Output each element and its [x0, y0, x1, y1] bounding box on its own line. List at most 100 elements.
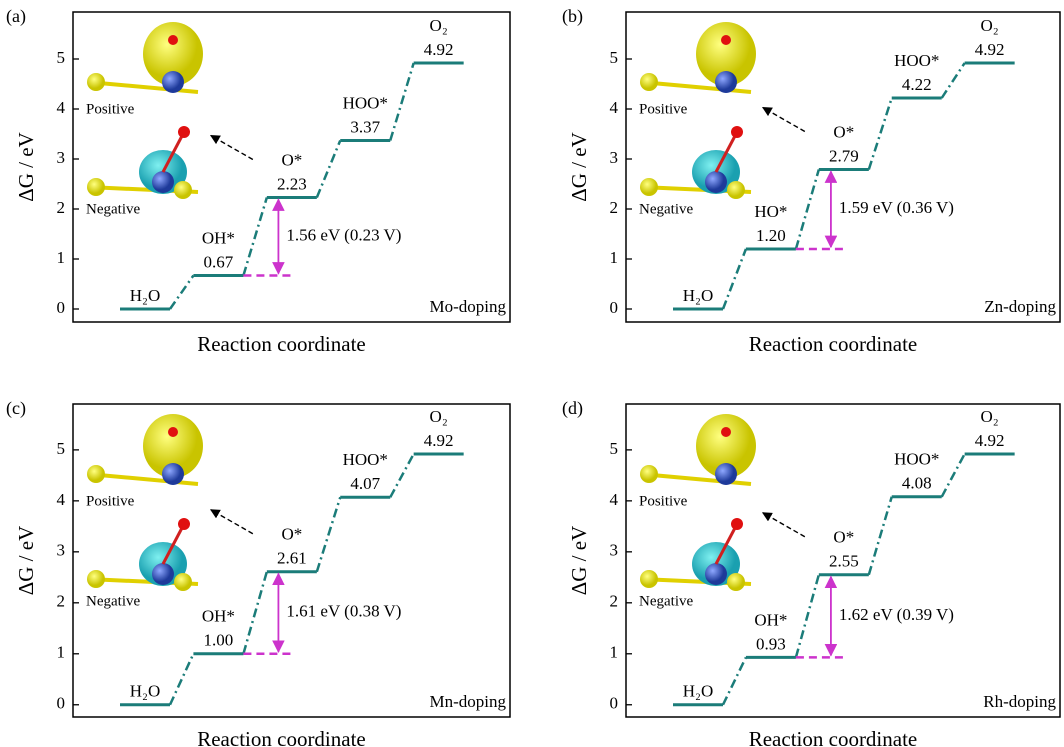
atom: [162, 463, 184, 485]
inset: Positive Negative: [639, 414, 756, 609]
x-axis-title: Reaction coordinate: [749, 727, 918, 747]
y-tick-label: 3: [610, 148, 619, 167]
atom: [87, 178, 105, 196]
y-tick-label: 5: [610, 48, 619, 67]
atom: [731, 126, 743, 138]
y-tick-label: 0: [57, 694, 66, 713]
atom: [640, 73, 658, 91]
y-axis-title: ΔG / eV: [14, 132, 38, 202]
value-label: 4.92: [975, 431, 1005, 450]
atom: [162, 71, 184, 93]
atom: [705, 171, 727, 193]
value-label: 4.07: [350, 474, 380, 493]
connector: [390, 454, 413, 497]
step-label: HOO*: [894, 450, 939, 469]
step-label: O*: [281, 525, 302, 544]
connector: [723, 249, 746, 309]
inset-label: Negative: [639, 201, 693, 217]
atom: [727, 573, 745, 591]
panel-label: (c): [6, 398, 26, 419]
step-label: O₂: [430, 16, 448, 35]
step-label: H₂O: [130, 286, 160, 305]
y-tick-label: 1: [610, 248, 619, 267]
y-axis-title: ΔG / eV: [14, 526, 38, 596]
step-label: OH*: [202, 607, 235, 626]
inset-label: Positive: [639, 493, 688, 509]
value-label: 2.55: [829, 552, 859, 571]
value-label: 0.93: [756, 634, 786, 653]
connector: [170, 654, 193, 705]
atom: [715, 463, 737, 485]
x-axis-title: Reaction coordinate: [197, 332, 366, 356]
atom: [715, 71, 737, 93]
connector: [243, 572, 266, 654]
atom: [640, 465, 658, 483]
inset-label: Negative: [639, 593, 693, 609]
step-label: O*: [833, 122, 854, 141]
y-tick-label: 4: [610, 98, 619, 117]
connector: [796, 170, 819, 250]
y-tick-label: 5: [57, 439, 66, 458]
inset: PositiveNegative: [86, 414, 203, 609]
doping-label: Mn-doping: [430, 692, 507, 711]
value-label: 4.22: [902, 75, 932, 94]
atom: [152, 563, 174, 585]
value-label: 0.67: [204, 252, 234, 271]
y-tick-label: 5: [57, 48, 66, 67]
atom: [87, 570, 105, 588]
step-label: H₂O: [683, 286, 713, 305]
atom: [174, 181, 192, 199]
atom: [178, 518, 190, 530]
atom: [87, 73, 105, 91]
page: {"chart_data": [ {"type": "step", "panel…: [0, 0, 1064, 747]
value-label: 1.20: [756, 226, 786, 245]
connector: [170, 276, 193, 310]
connector: [317, 141, 340, 198]
atom: [731, 518, 743, 530]
pointer-arrow: [763, 513, 805, 537]
value-label: 2.79: [829, 146, 859, 165]
panel-label: (a): [6, 6, 26, 27]
figure: 0 1 2 3 4 5 ΔG / eV Reaction coordinate (a) Mo-do…: [0, 0, 1064, 747]
connector: [869, 98, 892, 170]
step-label: O₂: [981, 16, 999, 35]
y-axis-title: ΔG / eV: [567, 526, 591, 596]
value-label: 4.08: [902, 474, 932, 493]
y-tick-label: 3: [57, 541, 66, 560]
inset-label: Positive: [86, 493, 135, 509]
doping-label: Mo-doping: [430, 297, 507, 316]
panel-label: (d): [562, 398, 583, 419]
step-label: HO*: [754, 202, 787, 221]
step-label: O₂: [981, 407, 999, 426]
atom: [721, 427, 731, 437]
value-label: 4.92: [975, 40, 1005, 59]
atom: [168, 35, 178, 45]
connector: [942, 63, 965, 98]
inset: Positive Negative: [86, 22, 203, 217]
y-tick-label: 0: [610, 298, 619, 317]
atom: [152, 171, 174, 193]
atom: [727, 181, 745, 199]
y-axis-title: ΔG / eV: [567, 132, 591, 202]
value-label: 2.23: [277, 174, 307, 193]
connector: [942, 454, 965, 497]
atom: [640, 178, 658, 196]
step-label: O₂: [430, 407, 448, 426]
inset-label: Negative: [86, 201, 140, 217]
y-tick-label: 3: [57, 148, 66, 167]
step-label: O*: [281, 150, 302, 169]
inset-label: Positive: [86, 101, 135, 117]
y-tick-label: 0: [610, 694, 619, 713]
barrier-label: 1.62 eV (0.39 V): [839, 605, 954, 624]
value-label: 4.92: [424, 431, 454, 450]
connector: [317, 497, 340, 571]
panel-label: (b): [562, 6, 583, 27]
step-label: H₂O: [130, 682, 160, 701]
y-tick-label: 4: [57, 98, 66, 117]
inset-label: Positive: [639, 101, 688, 117]
y-tick-label: 2: [610, 592, 619, 611]
step-label: HOO*: [343, 93, 388, 112]
pointer-arrow: [211, 136, 253, 160]
y-tick-label: 1: [57, 248, 66, 267]
connector: [869, 497, 892, 575]
